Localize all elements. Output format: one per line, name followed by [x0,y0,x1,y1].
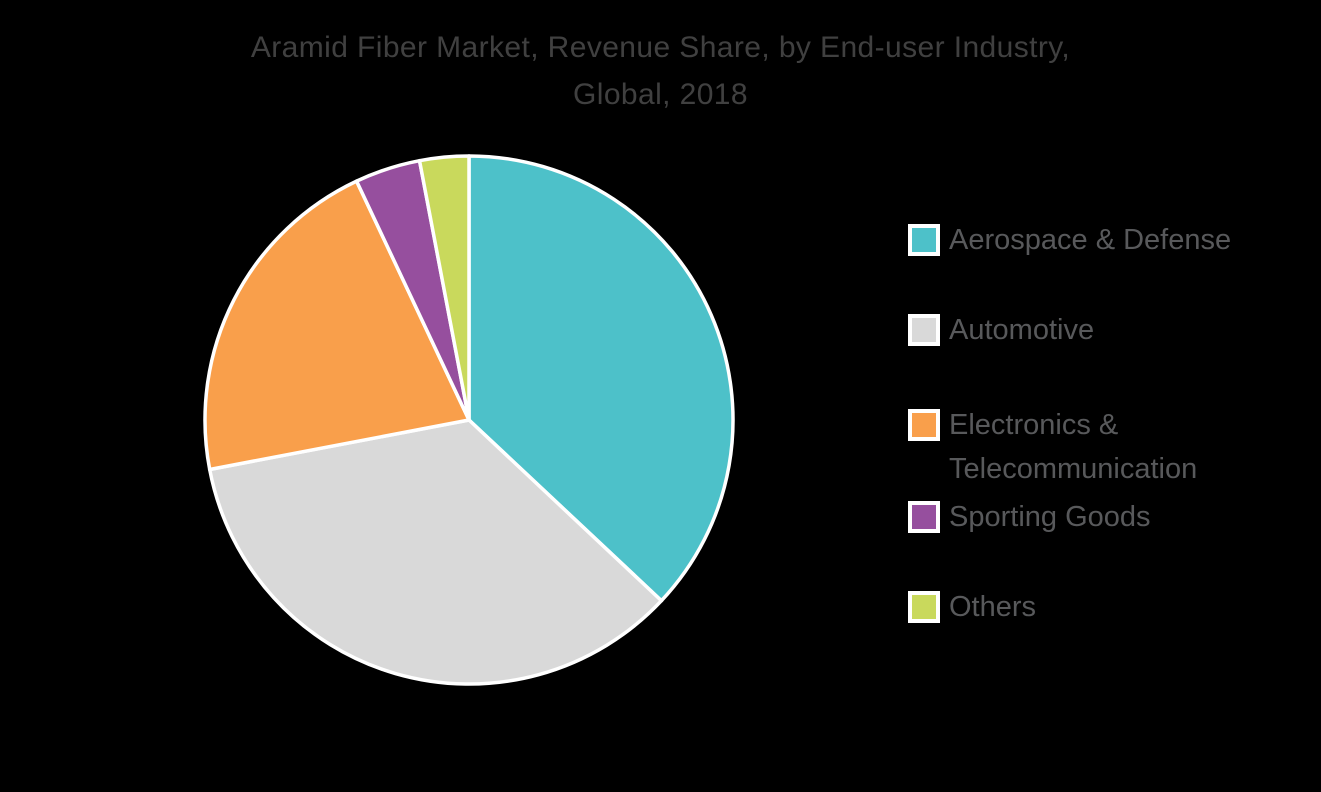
legend-label-sporting-goods: Sporting Goods [949,501,1151,533]
legend-item-sporting-goods: Sporting Goods [908,495,1287,539]
legend-label-automotive: Automotive [949,314,1095,346]
chart-title-line2: Global, 2018 [573,78,748,111]
legend-item-aerospace-defense: Aerospace & Defense [908,218,1287,262]
legend-item-electronics-telecommunication: Electronics & Telecommunication [908,403,1287,491]
pie-slice-automotive [207,418,664,686]
chart-title-line1: Aramid Fiber Market, Revenue Share, by E… [250,31,1071,64]
pie-slice-others [417,154,471,422]
legend-label-others: Others [949,591,1037,623]
pie-slice-electronics-telecommunication [203,179,471,472]
pie-slice-aerospace-defense [467,154,735,603]
chart-title: Aramid Fiber Market, Revenue Share, by E… [0,24,1321,118]
legend-swatch-automotive [908,314,940,346]
legend-swatch-others [908,591,940,623]
legend-item-automotive: Automotive [908,308,1287,352]
legend-label-aerospace-defense: Aerospace & Defense [949,224,1232,256]
legend-swatch-aerospace-defense [908,224,940,256]
legend-swatch-electronics-telecommunication [908,409,940,441]
legend-swatch-sporting-goods [908,501,940,533]
legend-label-electronics-telecommunication: Electronics & Telecommunication [949,409,1198,485]
legend-item-others: Others [908,585,1287,629]
legend: Aerospace & Defense Automotive Electronics… [908,0,1298,792]
